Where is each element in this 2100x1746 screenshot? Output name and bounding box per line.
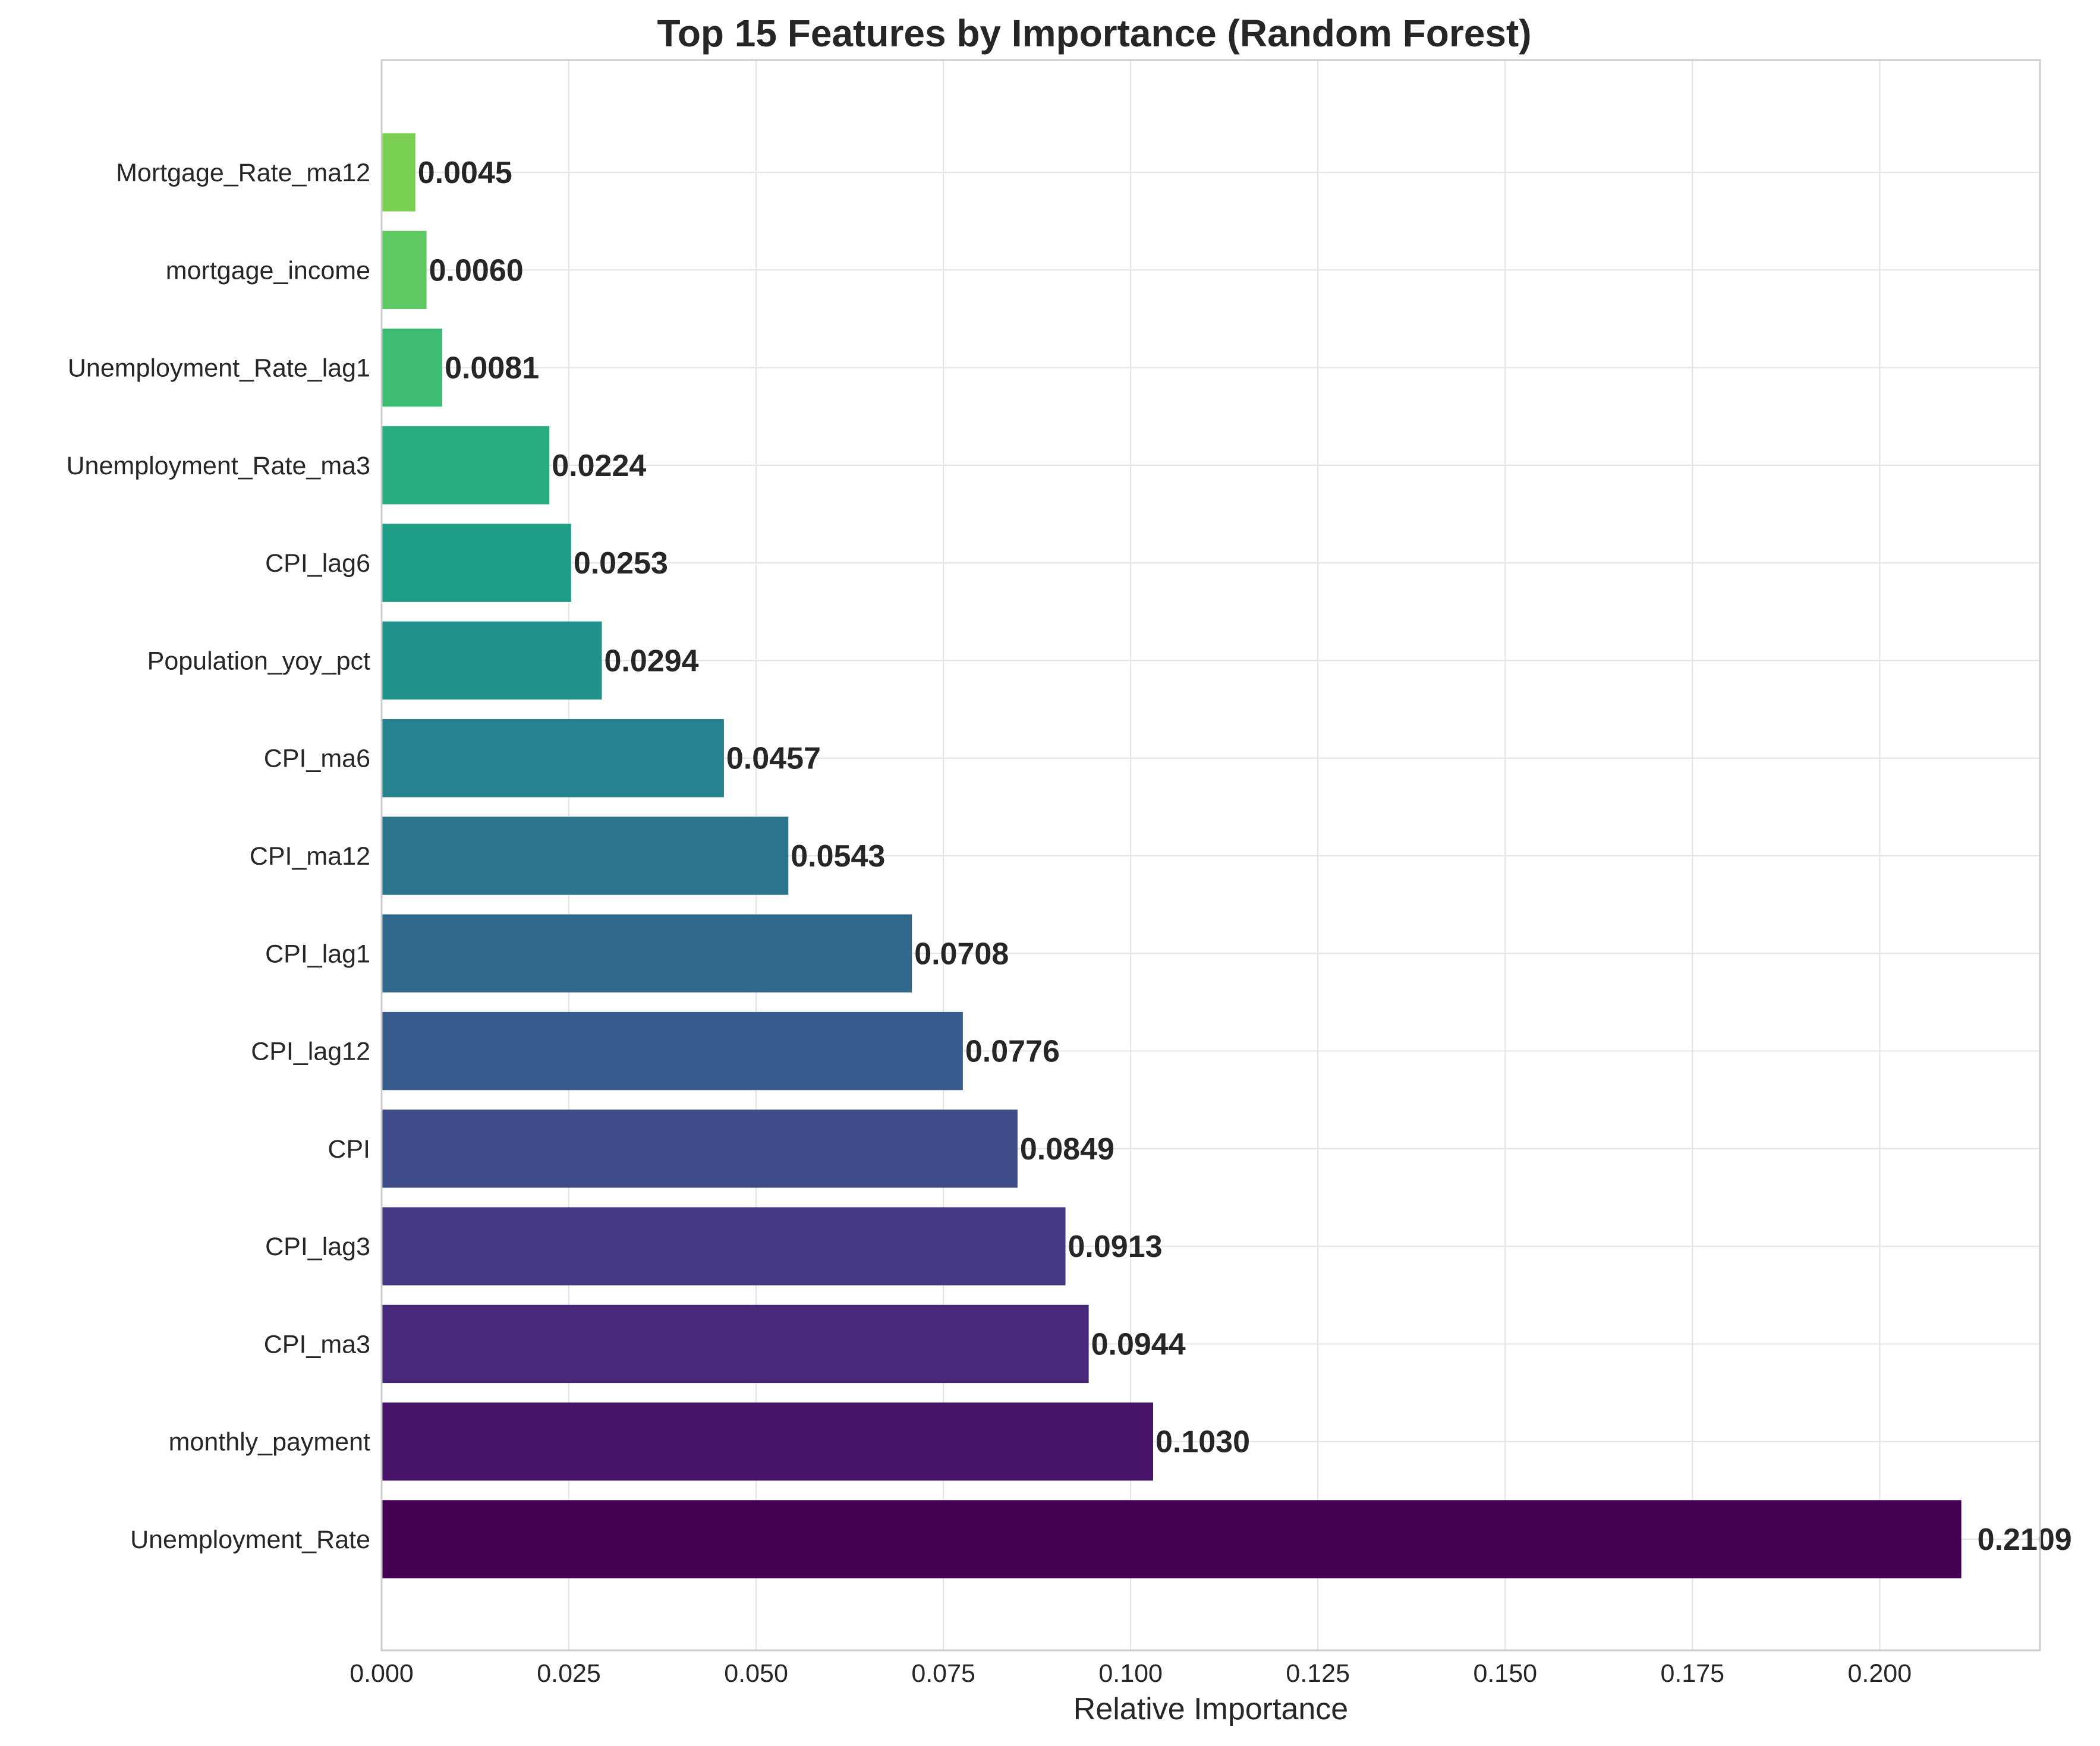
bar-mortgage_income [382, 231, 427, 309]
bars [382, 133, 1962, 1578]
plot-frame [380, 59, 2041, 1652]
bar-CPI_lag6 [382, 524, 571, 602]
x-tick-labels: 0.000 0.025 0.050 0.075 0.100 0.125 0.150 0.175… [350, 1659, 1912, 1688]
bar-monthly_payment [382, 1403, 1153, 1481]
x-tick-label: 0.125 [1286, 1659, 1350, 1688]
value-label: 0.0060 [429, 253, 524, 288]
y-tick-label: Population_yoy_pct [147, 647, 370, 675]
value-label: 0.0457 [726, 742, 821, 776]
y-tick-label: CPI_lag3 [265, 1233, 370, 1261]
value-label: 0.0913 [1068, 1230, 1163, 1264]
y-tick-label: monthly_payment [169, 1428, 370, 1457]
y-tick-label: CPI_lag12 [251, 1038, 370, 1066]
bar-CPI_ma6 [382, 719, 724, 798]
y-tick-label: Unemployment_Rate [130, 1526, 370, 1554]
y-tick-label: Unemployment_Rate_lag1 [68, 354, 370, 383]
bar-CPI_lag1 [382, 914, 912, 992]
bar-CPI_ma3 [382, 1304, 1089, 1383]
bar-Mortgage_Rate_ma12 [382, 133, 415, 212]
x-axis-label: Relative Importance [1073, 1692, 1348, 1726]
bar-Unemployment_Rate [382, 1500, 1962, 1578]
y-tick-label: CPI [328, 1135, 370, 1164]
y-tick-label: CPI_ma12 [250, 842, 370, 871]
value-label: 0.0081 [445, 351, 539, 386]
y-tick-label: CPI_ma6 [264, 745, 370, 773]
value-label: 0.0045 [418, 156, 512, 190]
y-tick-labels: Unemployment_Rate monthly_payment CPI_ma3 C… [67, 159, 371, 1554]
bar-Unemployment_Rate_ma3 [382, 426, 550, 505]
y-tick-label: CPI_lag6 [265, 549, 370, 578]
value-label: 0.0849 [1020, 1132, 1114, 1167]
y-tick-label: mortgage_income [166, 256, 370, 285]
value-label: 0.0224 [552, 449, 646, 483]
x-tick-label: 0.100 [1098, 1659, 1163, 1688]
bar-CPI_lag3 [382, 1207, 1066, 1285]
value-label: 0.2109 [1978, 1523, 2072, 1557]
x-tick-label: 0.000 [350, 1659, 414, 1688]
x-tick-label: 0.050 [724, 1659, 788, 1688]
x-tick-label: 0.075 [911, 1659, 975, 1688]
bar-CPI [382, 1110, 1018, 1188]
x-tick-label: 0.150 [1473, 1659, 1537, 1688]
bar-Unemployment_Rate_lag1 [382, 328, 443, 407]
y-tick-label: Unemployment_Rate_ma3 [67, 452, 371, 480]
x-tick-label: 0.025 [537, 1659, 601, 1688]
y-tick-label: Mortgage_Rate_ma12 [116, 159, 370, 187]
bar-CPI_lag12 [382, 1011, 963, 1091]
value-label: 0.0944 [1091, 1327, 1186, 1361]
value-label: 0.0776 [965, 1035, 1060, 1069]
value-labels: 0.2109 0.1030 0.0944 0.0913 0.0849 0.0776 0.07… [418, 156, 2072, 1557]
x-tick-label: 0.175 [1660, 1659, 1724, 1688]
y-tick-label: CPI_lag1 [265, 940, 370, 968]
y-tick-label: CPI_ma3 [264, 1330, 370, 1359]
value-label: 0.1030 [1156, 1425, 1250, 1460]
value-label: 0.0253 [574, 546, 668, 581]
bar-CPI_ma12 [382, 817, 789, 895]
value-label: 0.0543 [791, 839, 885, 874]
bar-Population_yoy_pct [382, 621, 602, 700]
value-label: 0.0294 [604, 644, 698, 678]
x-tick-label: 0.200 [1848, 1659, 1912, 1688]
value-label: 0.0708 [914, 937, 1009, 971]
chart-title: Top 15 Features by Importance (Random Fo… [657, 12, 1531, 55]
